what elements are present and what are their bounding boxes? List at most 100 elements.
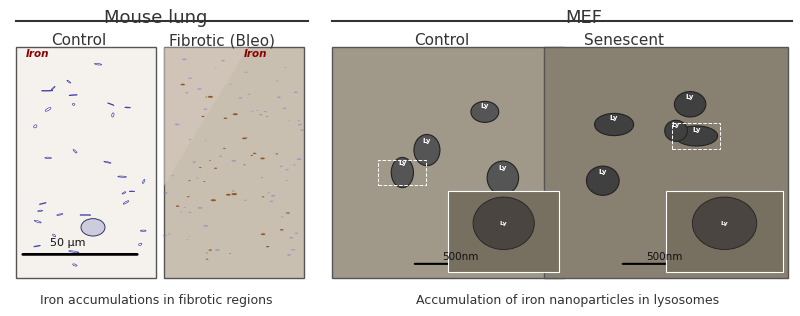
Ellipse shape (288, 120, 290, 121)
Text: Ly: Ly (678, 216, 686, 222)
Ellipse shape (34, 125, 37, 128)
Ellipse shape (215, 249, 220, 251)
Ellipse shape (300, 129, 304, 131)
Ellipse shape (34, 246, 40, 247)
Text: Control: Control (414, 33, 470, 48)
Ellipse shape (414, 135, 440, 166)
Text: Ly: Ly (481, 103, 489, 109)
Text: Ly: Ly (498, 165, 507, 171)
Ellipse shape (209, 160, 211, 161)
Ellipse shape (268, 192, 270, 193)
Text: 500nm: 500nm (442, 252, 478, 262)
Ellipse shape (181, 84, 185, 85)
Ellipse shape (199, 167, 202, 168)
Ellipse shape (45, 107, 51, 111)
Ellipse shape (293, 164, 296, 166)
Ellipse shape (266, 116, 268, 117)
Text: Ly: Ly (721, 221, 729, 226)
Ellipse shape (208, 96, 213, 98)
Text: Ly: Ly (692, 127, 701, 133)
Ellipse shape (187, 196, 190, 197)
Ellipse shape (53, 234, 56, 237)
Ellipse shape (286, 180, 288, 181)
Ellipse shape (671, 214, 692, 239)
Ellipse shape (209, 249, 212, 251)
Text: Fibrotic (Bleo): Fibrotic (Bleo) (170, 33, 275, 48)
Ellipse shape (188, 180, 190, 181)
Ellipse shape (189, 139, 191, 140)
Ellipse shape (266, 246, 270, 247)
Ellipse shape (298, 124, 302, 125)
Ellipse shape (294, 92, 298, 93)
Ellipse shape (284, 67, 286, 68)
Ellipse shape (271, 195, 275, 197)
Ellipse shape (280, 229, 284, 231)
Ellipse shape (674, 92, 706, 117)
Ellipse shape (67, 80, 70, 83)
Text: 50 μm: 50 μm (50, 238, 86, 248)
Ellipse shape (261, 233, 266, 235)
Ellipse shape (189, 236, 190, 237)
Ellipse shape (73, 103, 75, 105)
Ellipse shape (287, 254, 291, 256)
Ellipse shape (142, 179, 145, 184)
Ellipse shape (281, 216, 284, 217)
Ellipse shape (107, 103, 114, 106)
Ellipse shape (231, 160, 236, 162)
Ellipse shape (206, 252, 208, 253)
Ellipse shape (125, 107, 130, 108)
Ellipse shape (186, 239, 188, 240)
Ellipse shape (243, 164, 246, 165)
Ellipse shape (245, 72, 248, 73)
Ellipse shape (286, 169, 289, 170)
Text: Accumulation of iron nanoparticles in lysosomes: Accumulation of iron nanoparticles in ly… (417, 294, 719, 307)
Ellipse shape (42, 90, 53, 91)
Ellipse shape (81, 219, 105, 236)
Ellipse shape (73, 149, 77, 153)
Ellipse shape (180, 211, 182, 212)
Text: 500nm: 500nm (646, 252, 682, 262)
Ellipse shape (675, 126, 718, 146)
Ellipse shape (279, 166, 282, 167)
Ellipse shape (39, 203, 46, 204)
Ellipse shape (138, 243, 142, 246)
Ellipse shape (203, 225, 208, 227)
Ellipse shape (221, 60, 225, 62)
Bar (332, 47, 564, 278)
Ellipse shape (94, 63, 102, 65)
Ellipse shape (298, 120, 300, 121)
Bar (544, 47, 788, 278)
Bar (448, 191, 559, 272)
Ellipse shape (198, 88, 202, 90)
Bar (16, 47, 156, 278)
Ellipse shape (250, 155, 253, 156)
Ellipse shape (275, 153, 278, 155)
Ellipse shape (104, 161, 111, 163)
Ellipse shape (260, 158, 265, 159)
Ellipse shape (246, 137, 247, 138)
Ellipse shape (226, 194, 230, 196)
Ellipse shape (210, 199, 216, 201)
Ellipse shape (233, 113, 238, 115)
Ellipse shape (206, 259, 209, 260)
Text: MEF: MEF (566, 9, 602, 27)
Ellipse shape (286, 212, 290, 214)
Ellipse shape (692, 197, 757, 250)
Ellipse shape (270, 201, 274, 202)
Ellipse shape (112, 113, 114, 117)
Ellipse shape (80, 214, 90, 216)
Ellipse shape (175, 124, 179, 125)
Ellipse shape (183, 207, 186, 208)
Ellipse shape (283, 108, 286, 109)
Ellipse shape (192, 161, 196, 163)
Ellipse shape (277, 96, 281, 98)
Text: Iron accumulations in fibrotic regions: Iron accumulations in fibrotic regions (40, 294, 272, 307)
Ellipse shape (487, 161, 518, 195)
Text: Senescent: Senescent (584, 33, 664, 48)
Ellipse shape (231, 193, 237, 195)
Ellipse shape (188, 212, 191, 213)
Ellipse shape (223, 148, 226, 149)
Text: Iron: Iron (244, 49, 267, 59)
Ellipse shape (198, 207, 202, 209)
Ellipse shape (262, 196, 265, 198)
